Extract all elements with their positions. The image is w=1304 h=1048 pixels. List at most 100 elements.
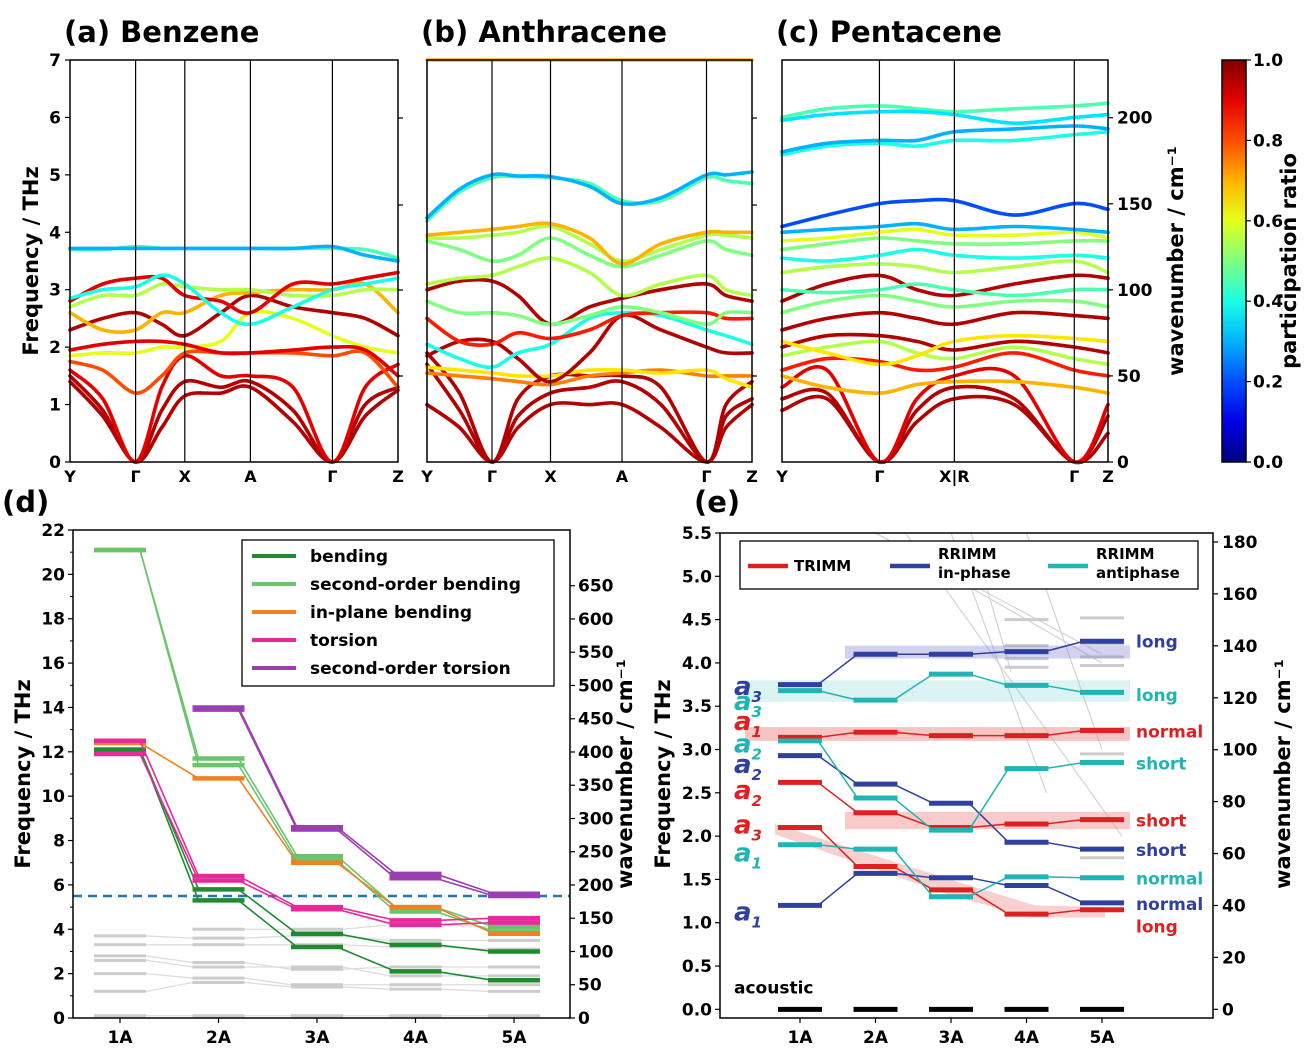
y-tick-label: 3.5 xyxy=(682,697,712,717)
legend-box xyxy=(739,540,1199,590)
colorbar-tick-label: 0.4 xyxy=(1253,292,1283,312)
band-b-3 xyxy=(425,368,754,387)
band-c-21 xyxy=(780,109,1110,126)
y2-tick-label: 100 xyxy=(578,942,614,962)
mode-class-label: short xyxy=(1136,841,1186,861)
y-tick-label: 2.5 xyxy=(682,784,712,804)
y2-tick-label: 450 xyxy=(578,710,614,730)
y-tick-label: 8 xyxy=(53,832,65,852)
mode-connector xyxy=(435,910,495,933)
mode-symbol-subscript: 1 xyxy=(752,723,762,741)
band-c-10 xyxy=(780,273,1110,303)
mode-connector xyxy=(336,908,396,926)
band-a-10 xyxy=(68,273,400,327)
band-b-14 xyxy=(425,174,754,223)
mode-connector xyxy=(892,848,934,898)
band-b-9 xyxy=(425,299,754,327)
colorbar-tick-label: 1.0 xyxy=(1253,51,1283,71)
y2-tick-label: 50 xyxy=(578,976,602,996)
mode-connector xyxy=(817,689,858,701)
y2-tick-label: 400 xyxy=(578,743,614,763)
mode-symbol-subscript: 1 xyxy=(752,913,762,931)
y2-axis-label: wavenumber / cm⁻¹ xyxy=(613,659,637,889)
mode-class-label: long xyxy=(1136,632,1178,652)
mode-connector xyxy=(336,862,396,908)
legend-label: in-phase xyxy=(938,564,1011,582)
grey-connector xyxy=(145,959,193,968)
mode-connector xyxy=(435,906,495,935)
grey-connector xyxy=(244,961,292,970)
path-label: A xyxy=(616,467,629,486)
colorbar: 0.0 0.2 0.4 0.6 0.8 1.0 participation ratio xyxy=(1221,51,1301,473)
y2-tick-label: 200 xyxy=(578,876,614,896)
mode-connector xyxy=(139,549,200,766)
path-label: Y xyxy=(420,467,433,486)
mode-connector xyxy=(435,917,495,922)
legend-label: antiphase xyxy=(1096,564,1180,582)
band-b-10 xyxy=(425,256,754,298)
x-tick-label: 1A xyxy=(108,1028,134,1048)
grey-connector xyxy=(145,955,193,964)
mode-connector xyxy=(139,740,200,877)
mode-connector xyxy=(336,859,397,913)
path-label: Γ xyxy=(701,467,711,486)
panel-d: 0 2 4 6 8 10 12 14 16 18 20 22 0 50 100 150 200 250 300 350… xyxy=(2,485,637,1048)
mode-connector xyxy=(893,872,934,879)
mode-symbol-subscript: 3 xyxy=(752,688,762,706)
mode-connector xyxy=(336,855,397,908)
band-a-2 xyxy=(68,353,400,464)
y-tick-label: 2.0 xyxy=(682,827,712,847)
mode-symbol: a xyxy=(734,707,752,737)
mode-symbol-label: a3 xyxy=(734,687,762,721)
mode-connector xyxy=(238,899,298,948)
band-c-20 xyxy=(780,101,1110,120)
mode-connector xyxy=(968,768,1010,831)
mode-connector xyxy=(435,970,495,982)
mode-symbol-subscript: 2 xyxy=(752,745,762,763)
x-tick-label: 5A xyxy=(1090,1028,1116,1048)
mode-connector xyxy=(238,879,298,911)
y-tick-label: 5.5 xyxy=(682,524,712,544)
y-tick-label: 10 xyxy=(41,787,65,807)
mode-symbol: a xyxy=(734,687,752,717)
y-tick-label: 2 xyxy=(53,965,65,985)
band-a-4 xyxy=(68,309,400,358)
mode-connector xyxy=(435,873,495,895)
mode-connector xyxy=(1044,684,1085,694)
y2-tick-label: 50 xyxy=(1117,367,1141,387)
grey-connector xyxy=(441,988,489,993)
grey-connector xyxy=(342,924,390,930)
path-label: Z xyxy=(746,467,758,486)
legend-label: RRIMM xyxy=(938,545,997,563)
mode-connector xyxy=(893,865,934,891)
mode-connector xyxy=(139,753,200,881)
y-tick-label: 0 xyxy=(49,453,61,473)
y2-tick-label: 650 xyxy=(578,577,614,597)
grey-connector xyxy=(342,966,390,970)
mode-connector xyxy=(139,742,199,780)
x-tick-label: 4A xyxy=(1014,1028,1040,1048)
y-tick-label: 7 xyxy=(49,51,61,71)
band-c-8 xyxy=(780,310,1110,332)
band-a-0 xyxy=(68,379,400,464)
band-c-12 xyxy=(780,259,1110,275)
mode-connector xyxy=(336,826,396,875)
y-tick-label: 5.0 xyxy=(682,567,712,587)
mode-symbol-label: a2 xyxy=(734,729,762,763)
panel-title: (e) xyxy=(694,485,740,519)
mode-class-label: long xyxy=(1136,686,1178,706)
band-b-7 xyxy=(425,310,754,347)
y-tick-label: 0.5 xyxy=(682,957,712,977)
legend-label: torsion xyxy=(310,631,378,651)
band-c-14 xyxy=(780,236,1110,252)
path-label: Z xyxy=(392,467,404,486)
path-label: Z xyxy=(1102,467,1114,486)
y-tick-label: 22 xyxy=(41,521,65,541)
y2-tick-label: 550 xyxy=(578,643,614,663)
mode-connector xyxy=(238,888,298,935)
mode-symbol-label: a2 xyxy=(734,776,762,810)
band-b-5 xyxy=(425,313,754,384)
mode-class-label: short xyxy=(1136,755,1186,775)
